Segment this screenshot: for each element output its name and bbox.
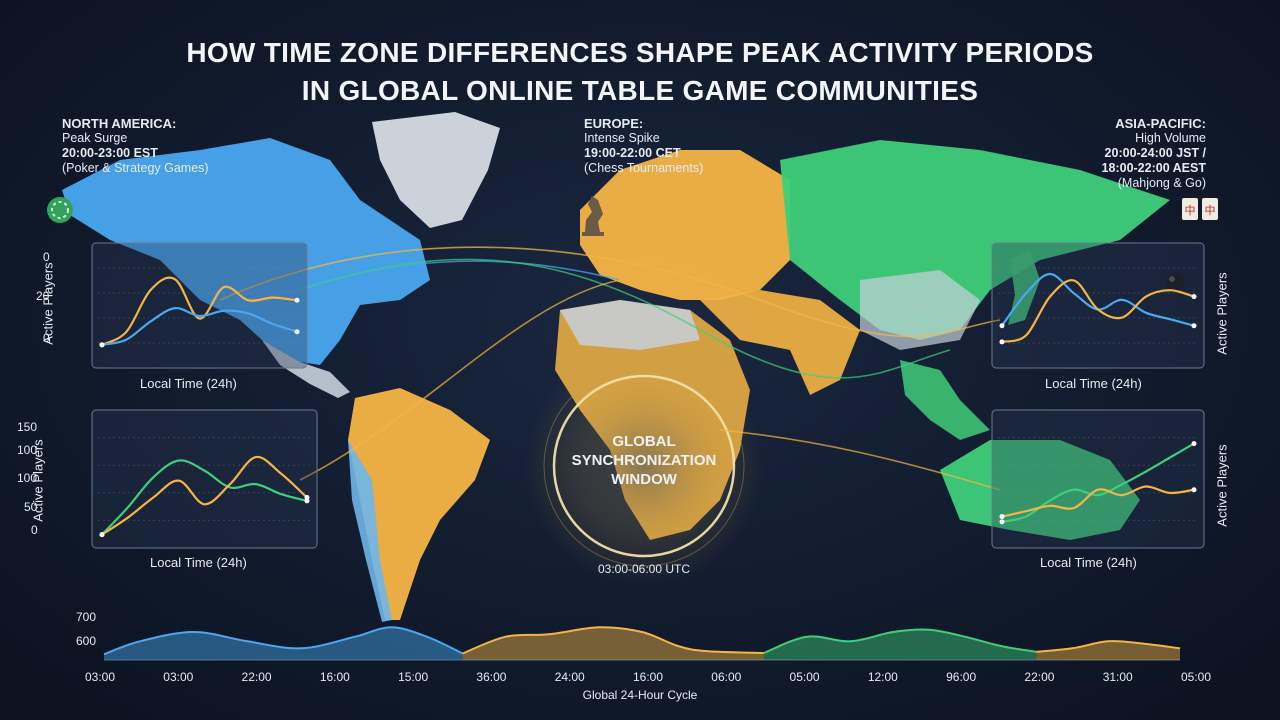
y-axis-label: Active Players bbox=[1214, 272, 1230, 355]
cycle-x-tick-label: 03:00 bbox=[84, 670, 116, 684]
region-time: 20:00-23:00 EST bbox=[62, 146, 158, 160]
sync-label-1: GLOBAL bbox=[612, 433, 676, 450]
region-games: (Mahjong & Go) bbox=[1117, 176, 1206, 190]
landmass-southeast-asia bbox=[900, 360, 990, 440]
sync-glow bbox=[524, 346, 764, 586]
region-time: 19:00-22:00 CET bbox=[584, 146, 681, 160]
go-stone-icon bbox=[1166, 273, 1184, 291]
cycle-x-tick-label: 16:00 bbox=[319, 670, 350, 684]
region-time-2: 18:00-22:00 AEST bbox=[1101, 161, 1206, 175]
region-time-1: 20:00-24:00 JST / bbox=[1104, 146, 1206, 160]
x-axis-label: Local Time (24h) bbox=[140, 376, 237, 391]
cycle-x-tick-label: 06:00 bbox=[711, 670, 742, 684]
cycle-x-tick-label: 96:00 bbox=[946, 670, 977, 684]
sync-window-label: GLOBAL SYNCHRONIZATION WINDOW bbox=[556, 432, 732, 489]
mahjong-tiles-icon: 中 中 bbox=[1182, 198, 1218, 220]
page-title: HOW TIME ZONE DIFFERENCES SHAPE PEAK ACT… bbox=[0, 34, 1280, 110]
cycle-x-tick-label: 22:00 bbox=[1024, 670, 1055, 684]
cycle-x-tick-label: 31:00 bbox=[1102, 670, 1133, 684]
region-asia-pacific: ASIA-PACIFIC: High Volume 20:00-24:00 JS… bbox=[1030, 116, 1206, 191]
region-games: (Chess Tournaments) bbox=[584, 161, 704, 175]
sync-ring bbox=[552, 374, 736, 558]
region-north-america: NORTH AMERICA: Peak Surge 20:00-23:00 ES… bbox=[62, 116, 209, 176]
sync-label-2: SYNCHRONIZATION bbox=[571, 452, 717, 469]
connection-line-green bbox=[299, 258, 951, 379]
y-tick-label: 50 bbox=[24, 500, 38, 514]
cycle-axis-caption: Global 24-Hour Cycle bbox=[582, 688, 698, 702]
landmass-africa-north bbox=[560, 300, 700, 350]
region-name: ASIA-PACIFIC: bbox=[1115, 116, 1206, 131]
region-desc: High Volume bbox=[1135, 131, 1206, 145]
cycle-x-tick-label: 22:00 bbox=[241, 670, 272, 684]
y-axis-label: Active Players bbox=[40, 262, 56, 345]
x-axis-label: Local Time (24h) bbox=[150, 555, 247, 570]
connection-line-sa-europe bbox=[299, 279, 621, 481]
region-desc: Intense Spike bbox=[584, 131, 660, 145]
region-name: EUROPE: bbox=[584, 116, 644, 131]
y-axis-label: Active Players bbox=[1214, 444, 1230, 527]
region-games: (Poker & Strategy Games) bbox=[62, 161, 209, 175]
cycle-x-tick-label: 12:00 bbox=[867, 670, 898, 684]
region-name: NORTH AMERICA: bbox=[62, 116, 177, 131]
cycle-x-tick-label: 03:00 bbox=[163, 670, 194, 684]
cycle-x-tick-label: 05:00 bbox=[1180, 670, 1212, 684]
svg-text:中: 中 bbox=[1205, 204, 1216, 217]
x-axis-label: Local Time (24h) bbox=[1045, 376, 1142, 391]
cycle-y-tick-label: 600 bbox=[76, 634, 97, 648]
region-desc: Peak Surge bbox=[62, 131, 128, 145]
title-line-2: IN GLOBAL ONLINE TABLE GAME COMMUNITIES bbox=[301, 75, 979, 106]
region-europe: EUROPE: Intense Spike 19:00-22:00 CET (C… bbox=[584, 116, 703, 176]
y-tick-label: 0 bbox=[43, 331, 50, 345]
y-tick-label: 100 bbox=[17, 471, 38, 485]
y-tick-label: 100 bbox=[17, 443, 38, 457]
cycle-y-tick-label: 700 bbox=[76, 610, 97, 624]
sync-ring-outer bbox=[543, 365, 745, 567]
connection-line-africa-australia bbox=[719, 429, 1001, 491]
landmass-south-america-west bbox=[348, 440, 392, 622]
cycle-x-tick-label: 16:00 bbox=[632, 670, 664, 684]
y-tick-label: 0 bbox=[43, 250, 50, 264]
sync-window-time: 03:00-06:00 UTC bbox=[597, 562, 691, 576]
chess-knight-icon bbox=[582, 196, 604, 236]
x-axis-label: Local Time (24h) bbox=[1040, 555, 1137, 570]
landmass-south-america bbox=[348, 388, 490, 620]
y-tick-label: 0 bbox=[31, 523, 38, 537]
landmass-greenland bbox=[372, 112, 500, 228]
y-tick-label: 150 bbox=[17, 420, 38, 434]
cycle-x-tick-label: 36:00 bbox=[476, 670, 507, 684]
title-line-1: HOW TIME ZONE DIFFERENCES SHAPE PEAK ACT… bbox=[186, 37, 1094, 68]
landmass-australia bbox=[940, 440, 1140, 540]
poker-chip-icon bbox=[47, 197, 73, 223]
connection-line-na-asia bbox=[219, 246, 1001, 338]
landmass-middle-east bbox=[700, 290, 860, 395]
svg-text:中: 中 bbox=[1185, 204, 1196, 217]
cycle-x-tick-label: 15:00 bbox=[398, 670, 429, 684]
sync-label-3: WINDOW bbox=[611, 471, 677, 488]
y-tick-label: 20 bbox=[36, 289, 50, 303]
cycle-x-tick-label: 24:00 bbox=[554, 670, 585, 684]
y-axis-label: Active Players bbox=[30, 439, 46, 522]
landmass-china bbox=[860, 270, 980, 350]
cycle-x-tick-label: 05:00 bbox=[789, 670, 820, 684]
